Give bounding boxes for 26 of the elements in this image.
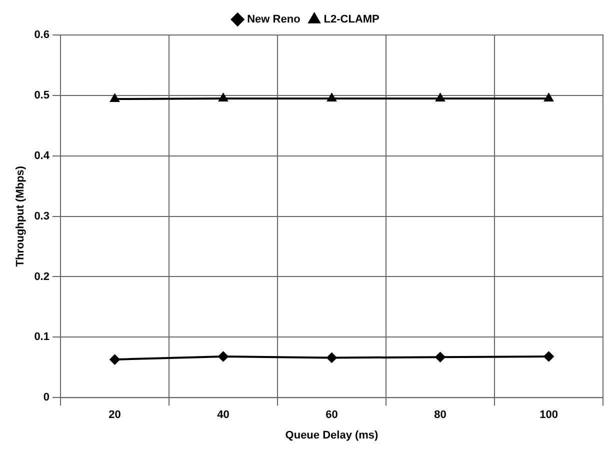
legend-label: L2-CLAMP [324, 14, 380, 26]
point [218, 93, 228, 102]
point [218, 352, 228, 362]
legend-label: New Reno [247, 14, 301, 26]
x-tick-label: 80 [434, 409, 446, 422]
point [436, 93, 445, 102]
x-tick-label: 60 [326, 409, 338, 422]
y-axis-title: Throughput (Mbps) [14, 166, 27, 267]
point [544, 352, 554, 362]
point [435, 352, 446, 362]
x-tick-label: 20 [108, 409, 121, 422]
x-axis-title: Queue Delay (ms) [285, 429, 379, 442]
y-tick-label: 0.2 [34, 270, 50, 283]
y-tick-label: 0.6 [34, 29, 50, 42]
point [544, 93, 554, 102]
y-tick-label: 0.1 [34, 331, 50, 344]
y-tick-label: 0 [43, 392, 50, 404]
point [327, 93, 336, 102]
y-tick-label: 0.3 [34, 210, 50, 222]
point [326, 352, 337, 363]
x-tick-label: 40 [217, 409, 230, 422]
y-tick-label: 0.4 [34, 150, 50, 162]
y-tick-label: 0.5 [34, 89, 50, 102]
point [110, 354, 120, 365]
x-tick-label: 100 [540, 409, 558, 422]
point [110, 94, 120, 102]
